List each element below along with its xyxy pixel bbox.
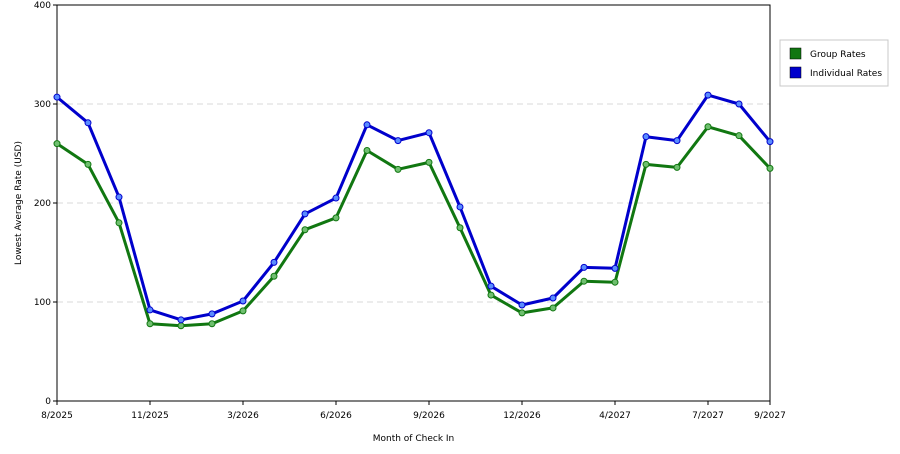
plot-area-border: [56, 4, 771, 402]
series-group-rates: [53, 123, 774, 330]
x-tick-label: 3/2026: [227, 411, 259, 421]
data-point: [239, 297, 247, 305]
data-point: [425, 129, 433, 137]
ticks-layer: 0 100 200 300 400 8/2025 11/2025 3/2026 6/2026 9/…: [34, 1, 786, 421]
data-point: [580, 277, 588, 285]
data-point: [394, 137, 402, 145]
data-point: [766, 164, 774, 172]
data-point: [146, 320, 154, 328]
legend-label: Individual Rates: [810, 69, 882, 79]
data-point: [456, 203, 464, 211]
x-tick-label: 11/2025: [131, 411, 168, 421]
x-axis-title: Month of Check In: [373, 434, 455, 444]
legend-swatch: [789, 66, 802, 79]
data-point: [673, 137, 681, 145]
series-individual-rates: [53, 91, 774, 324]
x-tick-label: 8/2025: [41, 411, 73, 421]
data-point: [53, 140, 61, 148]
legend-label: Group Rates: [810, 50, 866, 60]
data-point: [332, 194, 340, 202]
data-point: [84, 119, 92, 127]
data-point: [84, 160, 92, 168]
data-point: [208, 310, 216, 318]
data-point: [611, 278, 619, 286]
data-point: [301, 226, 309, 234]
data-point: [239, 307, 247, 315]
data-point: [301, 210, 309, 218]
x-tick-label: 12/2026: [503, 411, 541, 421]
data-point: [115, 219, 123, 227]
series-layer: [53, 91, 774, 330]
x-tick-label: 4/2027: [599, 411, 631, 421]
y-tick-label: 0: [45, 397, 51, 407]
data-point: [456, 224, 464, 232]
data-point: [518, 309, 526, 317]
legend-swatch: [789, 47, 802, 60]
data-point: [518, 301, 526, 309]
data-point: [53, 93, 61, 101]
data-point: [487, 282, 495, 290]
data-point: [425, 158, 433, 166]
legend-box: [779, 39, 889, 87]
data-point: [642, 160, 650, 168]
x-tick-label: 7/2027: [692, 411, 724, 421]
data-point: [332, 214, 340, 222]
data-point: [735, 100, 743, 108]
data-point: [177, 322, 185, 330]
data-point: [580, 263, 588, 271]
x-tick-label: 9/2027: [754, 411, 786, 421]
data-point: [673, 163, 681, 171]
data-point: [363, 121, 371, 129]
y-tick-label: 400: [34, 1, 51, 11]
data-point: [394, 165, 402, 173]
data-point: [766, 138, 774, 146]
data-point: [270, 258, 278, 266]
y-tick-label: 200: [34, 199, 51, 209]
data-point: [549, 294, 557, 302]
y-tick-label: 300: [34, 100, 51, 110]
y-tick-label: 100: [34, 298, 51, 308]
series-line: [56, 125, 772, 328]
data-point: [363, 147, 371, 155]
data-point: [735, 132, 743, 140]
data-point: [549, 304, 557, 312]
data-point: [642, 133, 650, 141]
series-line: [56, 93, 772, 322]
x-tick-label: 9/2026: [413, 411, 445, 421]
legend: Group Rates Individual Rates: [779, 39, 889, 87]
data-point: [177, 316, 185, 324]
data-point: [146, 306, 154, 314]
grid-layer: [57, 103, 770, 303]
data-point: [611, 264, 619, 272]
x-tick-label: 6/2026: [320, 411, 352, 421]
data-point: [115, 193, 123, 201]
data-point: [208, 320, 216, 328]
data-point: [270, 272, 278, 280]
data-point: [704, 123, 712, 131]
y-axis-title: Lowest Average Rate (USD): [14, 141, 24, 265]
axes-layer: [56, 4, 771, 402]
data-point: [487, 291, 495, 299]
data-point: [704, 91, 712, 99]
